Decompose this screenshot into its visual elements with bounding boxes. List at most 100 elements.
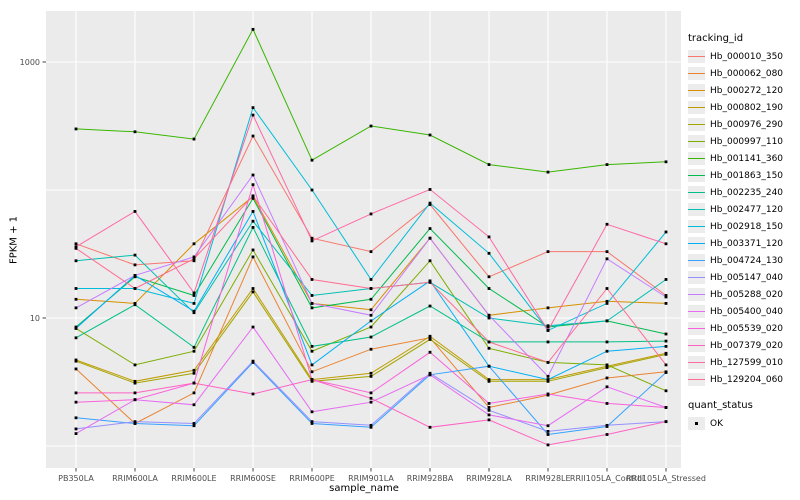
legend-item: Hb_005147_040 bbox=[688, 269, 798, 286]
black-point-icon bbox=[694, 421, 699, 426]
data-point bbox=[369, 278, 373, 281]
legend-item-label: Hb_000802_190 bbox=[710, 102, 784, 113]
data-point bbox=[369, 423, 373, 427]
data-point bbox=[605, 340, 609, 344]
data-point bbox=[664, 295, 668, 299]
data-point bbox=[487, 287, 491, 290]
data-point bbox=[546, 360, 550, 364]
legend-swatch-chip bbox=[688, 220, 705, 233]
data-point bbox=[428, 133, 432, 137]
data-point bbox=[664, 332, 668, 336]
data-point bbox=[133, 274, 137, 277]
data-point bbox=[605, 302, 609, 305]
legend-item: Hb_001141_360 bbox=[688, 150, 798, 167]
data-point bbox=[664, 302, 668, 305]
legend-item-label: Hb_129204_060 bbox=[710, 374, 784, 385]
data-point bbox=[428, 203, 432, 206]
data-point bbox=[251, 287, 255, 290]
legend-item-label: Hb_005539_020 bbox=[710, 323, 784, 334]
data-point bbox=[310, 378, 314, 382]
data-point bbox=[192, 294, 196, 297]
legend-swatch-chip bbox=[688, 84, 705, 97]
series-color-line-icon bbox=[688, 174, 705, 177]
data-point bbox=[310, 188, 314, 192]
data-point bbox=[664, 294, 668, 297]
data-point bbox=[74, 432, 78, 435]
data-point bbox=[251, 226, 255, 229]
legend-item-label: Hb_000010_350 bbox=[710, 51, 784, 62]
data-point bbox=[605, 257, 609, 261]
data-point bbox=[546, 424, 550, 428]
data-point bbox=[192, 137, 196, 141]
data-point bbox=[133, 381, 137, 385]
x-tick-label: RRIM600LE bbox=[171, 474, 216, 483]
data-point bbox=[487, 163, 491, 166]
data-point bbox=[546, 430, 550, 433]
legend-title-tracking-id: tracking_id bbox=[688, 33, 744, 44]
series-color-line-icon bbox=[688, 191, 705, 194]
data-point bbox=[133, 391, 137, 395]
data-point bbox=[546, 324, 550, 328]
data-point bbox=[251, 210, 255, 213]
data-point bbox=[251, 196, 255, 200]
series-color-line-icon bbox=[688, 276, 705, 279]
data-point bbox=[251, 290, 255, 294]
data-point bbox=[664, 242, 668, 246]
data-point bbox=[428, 304, 432, 308]
data-point bbox=[428, 338, 432, 341]
legend-item: Hb_005288_020 bbox=[688, 286, 798, 303]
data-point bbox=[605, 402, 609, 405]
series-color-line-icon bbox=[688, 123, 705, 126]
legend-swatch-chip bbox=[688, 237, 705, 250]
legend-swatch-chip bbox=[688, 67, 705, 80]
data-point bbox=[369, 396, 373, 400]
legend-swatch-chip bbox=[688, 152, 705, 165]
data-point bbox=[251, 134, 255, 138]
y-tick-label: 1000 bbox=[20, 58, 40, 67]
data-point bbox=[192, 349, 196, 353]
data-point bbox=[310, 349, 314, 353]
legend-item-label: Hb_000272_120 bbox=[710, 85, 784, 96]
data-point bbox=[664, 339, 668, 343]
y-tick-label: 10 bbox=[30, 314, 40, 323]
data-point bbox=[251, 106, 255, 110]
data-point bbox=[74, 416, 78, 420]
data-point bbox=[251, 219, 255, 223]
legend-tracking-items: Hb_000010_350 Hb_000062_080 Hb_000272_120 H… bbox=[688, 48, 798, 388]
data-point bbox=[74, 336, 78, 340]
x-axis-title: sample_name bbox=[329, 483, 399, 494]
legend-item-label: Hb_005147_040 bbox=[710, 272, 784, 283]
legend-item: Hb_002235_240 bbox=[688, 184, 798, 201]
data-point bbox=[428, 336, 432, 340]
data-point bbox=[428, 334, 432, 338]
data-point bbox=[251, 325, 255, 329]
data-point bbox=[605, 250, 609, 254]
data-point bbox=[487, 340, 491, 344]
data-point bbox=[487, 235, 491, 239]
data-point bbox=[664, 406, 668, 409]
data-point bbox=[192, 371, 196, 375]
legend-swatch-chip bbox=[688, 339, 705, 352]
data-point bbox=[487, 402, 491, 405]
data-point bbox=[310, 236, 314, 240]
series-color-line-icon bbox=[688, 327, 705, 330]
legend-item-label: Hb_004724_130 bbox=[710, 255, 784, 266]
legend-item-ok: OK bbox=[688, 415, 798, 432]
data-point bbox=[369, 325, 373, 329]
data-point bbox=[605, 163, 609, 166]
data-point bbox=[192, 424, 196, 428]
data-point bbox=[664, 420, 668, 424]
legend-quant-status: quant_status OK bbox=[688, 400, 798, 432]
data-point bbox=[546, 340, 550, 344]
legend-item: Hb_000976_290 bbox=[688, 116, 798, 133]
legend-title-quant-status: quant_status bbox=[688, 400, 753, 411]
series-color-line-icon bbox=[688, 378, 705, 381]
legend-item: Hb_005400_040 bbox=[688, 303, 798, 320]
data-point bbox=[251, 113, 255, 117]
series-color-line-icon bbox=[688, 225, 705, 228]
data-point bbox=[192, 291, 196, 295]
data-point bbox=[369, 347, 373, 351]
x-tick-label: RRIM928LA bbox=[466, 474, 512, 483]
